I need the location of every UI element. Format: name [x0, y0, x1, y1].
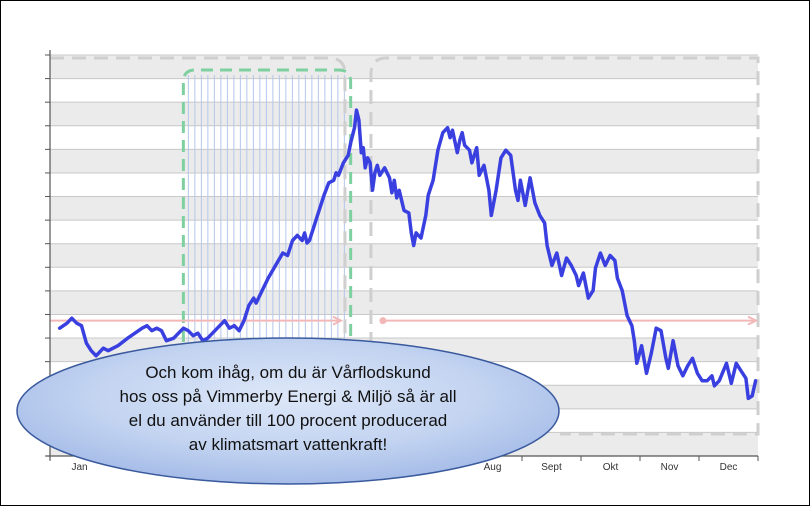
series-group — [57, 108, 758, 401]
dashed-frames — [50, 56, 760, 456]
ref-arrow-right — [747, 315, 759, 326]
x-tick-label: Dec — [720, 462, 738, 473]
grid-band — [50, 55, 758, 79]
reference-line — [50, 315, 759, 326]
annotation-bubble: Och kom ihåg, om du är Vårflodskund hos … — [16, 337, 560, 485]
grid-band — [50, 149, 758, 173]
x-tick-label: Nov — [661, 462, 679, 473]
x-tick-label: Okt — [603, 462, 619, 473]
series-line — [57, 108, 758, 401]
ref-arrow-left — [332, 315, 344, 326]
frame-right — [369, 56, 760, 456]
x-tick-label: Jan — [71, 462, 87, 473]
grid-band — [50, 172, 758, 197]
grid-band — [50, 125, 758, 150]
x-tick-labels: Jan Aug Sept Okt Nov Dec — [71, 462, 737, 473]
grid-band — [50, 290, 758, 315]
grid-band — [50, 267, 758, 291]
highlight-frame — [181, 68, 353, 456]
grid-band — [50, 102, 758, 126]
grid-band — [50, 220, 758, 244]
frame-left — [50, 56, 347, 456]
annotation-line-1: Och kom ihåg, om du är Vårflodskund — [145, 363, 430, 382]
grid-band — [50, 314, 758, 339]
grid-band — [50, 243, 758, 268]
x-tick-label: Sept — [541, 462, 562, 473]
grid-band — [50, 78, 758, 103]
annotation-line-2: hos oss på Vimmerby Energi & Miljö så är… — [120, 387, 457, 406]
annotation-line-4: av klimatsmart vattenkraft! — [189, 435, 387, 454]
x-tick-label: Aug — [484, 462, 502, 473]
annotation-line-3: el du använder till 100 procent producer… — [129, 411, 448, 430]
annotation-ellipse — [16, 337, 560, 485]
